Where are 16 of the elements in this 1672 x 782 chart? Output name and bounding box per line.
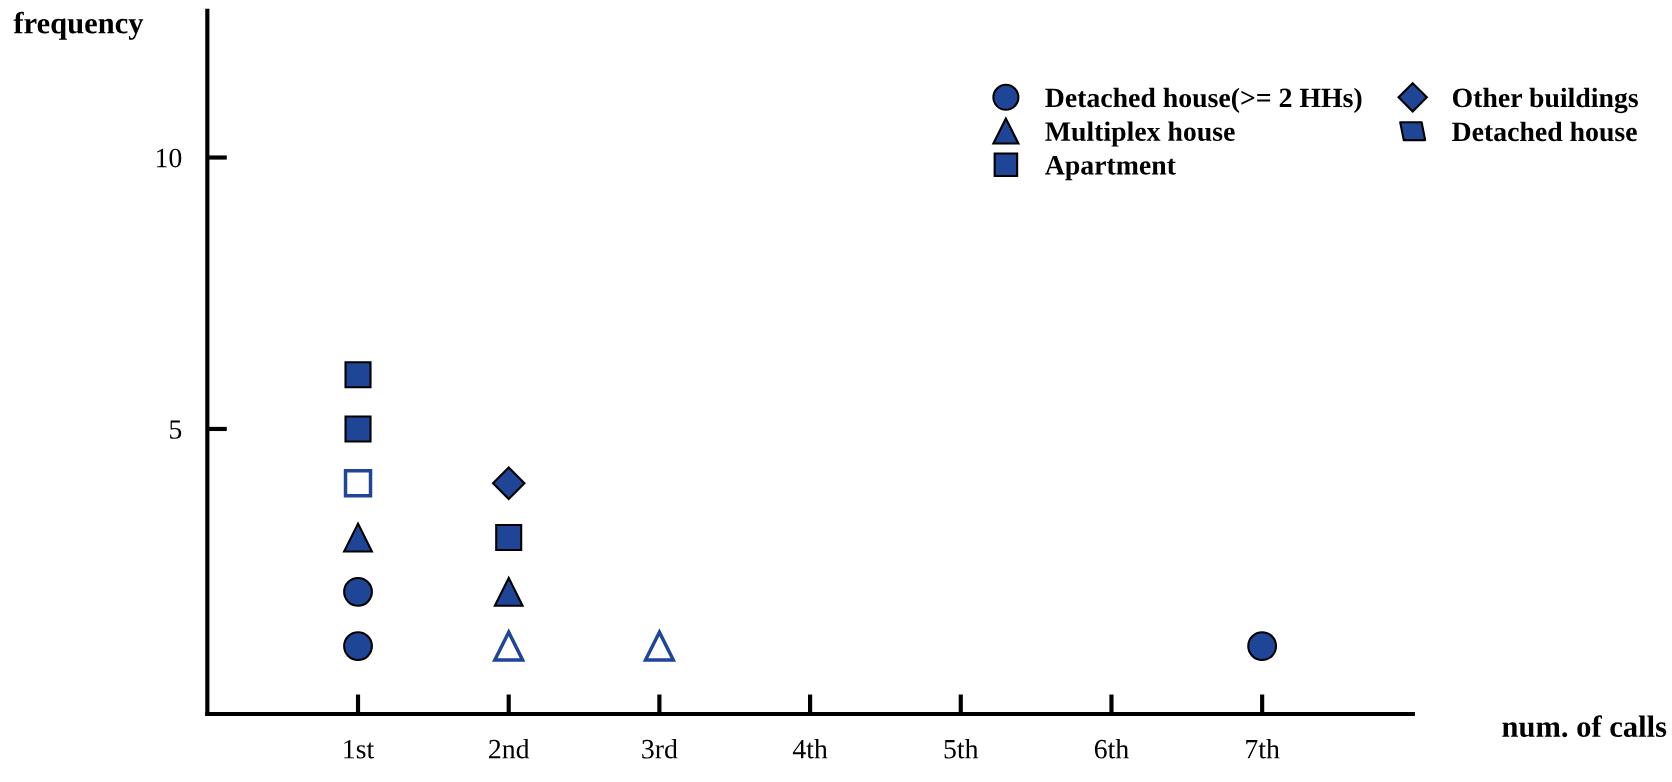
legend-label: Other buildings [1452, 87, 1638, 114]
legend-label: Multiplex house [1045, 121, 1235, 147]
x-tick-label: 6th [1094, 738, 1129, 759]
x-tick-label: 1st [344, 739, 375, 759]
x-tick-label: 3rd [642, 738, 678, 759]
x-tick-label: 4th [792, 738, 828, 759]
y-tick-label: 10 [156, 148, 182, 168]
x-tick-label: 7th [1246, 738, 1280, 759]
x-tick-label: 2nd [489, 738, 530, 759]
x-axis-title: num. of calls [1502, 715, 1667, 738]
y-tick-label: 5 [170, 420, 182, 439]
legend-label: Detached house(>= 2 HHs) [1045, 87, 1362, 113]
y-axis-title: frequency [13, 11, 144, 40]
legend-label: Detached house [1452, 121, 1637, 142]
legend-label: Apartment [1045, 156, 1176, 181]
x-tick-label: 5th [944, 738, 979, 759]
